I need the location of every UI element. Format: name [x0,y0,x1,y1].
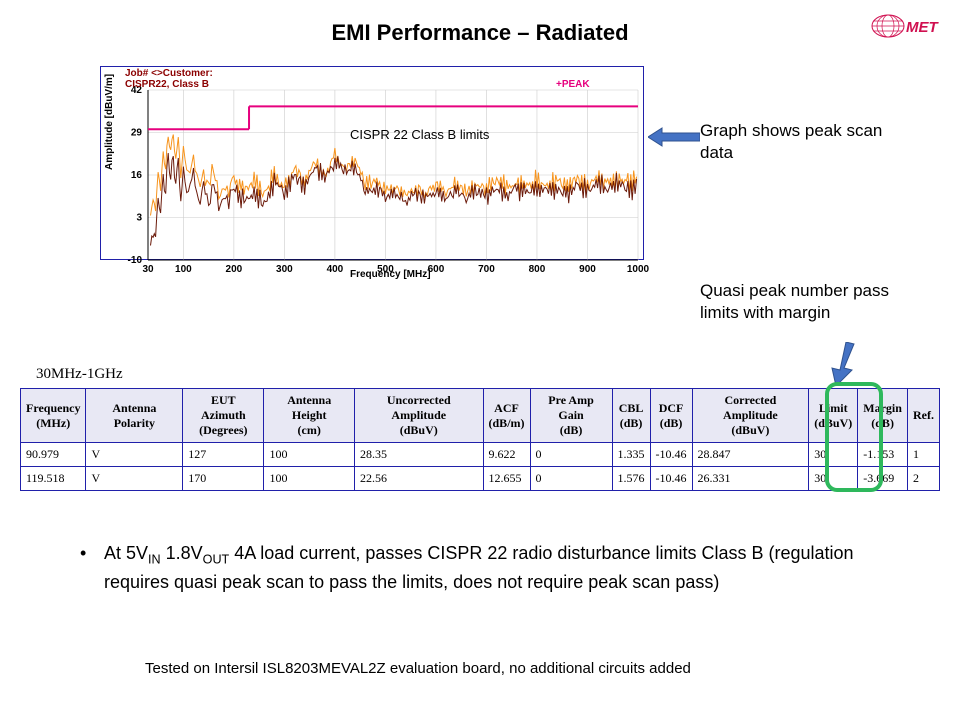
svg-text:400: 400 [327,264,344,275]
table-header-cell: Margin (dB) [858,389,908,443]
svg-text:29: 29 [131,128,143,139]
chart-svg: -103162942301002003004005006007008009001… [50,60,650,290]
svg-text:300: 300 [276,264,293,275]
table-cell: 1.576 [612,467,650,491]
annotation-quasi: Quasi peak number pass limits with margi… [700,280,920,324]
table-header-cell: Antenna Polarity [86,389,183,443]
limit-line-label: CISPR 22 Class B limits [350,127,489,142]
svg-text:1000: 1000 [627,264,650,275]
table-header-cell: EUT Azimuth (Degrees) [183,389,264,443]
table-cell: 12.655 [483,467,530,491]
table-cell: 9.622 [483,443,530,467]
page-title: EMI Performance – Radiated [0,0,960,56]
trace-darkred [151,153,637,246]
results-table: Frequency (MHz)Antenna PolarityEUT Azimu… [20,388,940,491]
table-cell: 0 [530,443,612,467]
table-cell: 170 [183,467,264,491]
table-cell: 28.35 [354,443,483,467]
table-cell: -1.153 [858,443,908,467]
svg-text:900: 900 [579,264,596,275]
table-header-cell: Frequency (MHz) [21,389,86,443]
svg-text:16: 16 [131,170,143,181]
table-header-cell: DCF (dB) [650,389,692,443]
table-cell: V [86,443,183,467]
table-cell: 119.518 [21,467,86,491]
svg-text:600: 600 [428,264,445,275]
arrow-to-margin [820,342,860,386]
table-cell: 90.979 [21,443,86,467]
svg-text:3: 3 [136,213,142,224]
table-body: 90.979V12710028.359.62201.335-10.4628.84… [21,443,940,491]
table-cell: 30 [809,467,858,491]
table-cell: -3.669 [858,467,908,491]
table-cell: V [86,467,183,491]
table-cell: 100 [264,443,355,467]
met-logo: MET [870,12,940,36]
table-cell: 1.335 [612,443,650,467]
emi-chart: Amplitude [dBuV/m] Frequency [MHz] -1031… [50,60,650,290]
table-cell: 30 [809,443,858,467]
table-cell: -10.46 [650,443,692,467]
table-cell: -10.46 [650,467,692,491]
table-header-cell: Uncorrected Amplitude (dBuV) [354,389,483,443]
svg-text:MET: MET [906,19,940,36]
bullet-note: At 5VIN 1.8VOUT 4A load current, passes … [104,540,874,595]
svg-text:30: 30 [142,264,154,275]
peak-label: +PEAK [556,79,590,90]
table-cell: 1 [907,443,939,467]
table-cell: 28.847 [692,443,809,467]
table-row: 119.518V17010022.5612.65501.576-10.4626.… [21,467,940,491]
table-cell: 22.56 [354,467,483,491]
table-cell: 127 [183,443,264,467]
arrow-to-graph [648,124,700,150]
table-cell: 2 [907,467,939,491]
table-header-cell: ACF (dB/m) [483,389,530,443]
svg-text:200: 200 [226,264,243,275]
table-header-cell: Antenna Height (cm) [264,389,355,443]
annotation-graph: Graph shows peak scan data [700,120,900,164]
svg-text:700: 700 [478,264,495,275]
table-cell: 26.331 [692,467,809,491]
table-title: 30MHz-1GHz [36,366,123,383]
svg-text:-10: -10 [128,255,143,266]
table-header-cell: Pre Amp Gain (dB) [530,389,612,443]
svg-text:800: 800 [529,264,546,275]
svg-text:100: 100 [175,264,192,275]
svg-text:500: 500 [377,264,394,275]
table-header-cell: CBL (dB) [612,389,650,443]
table-row: 90.979V12710028.359.62201.335-10.4628.84… [21,443,940,467]
table-cell: 0 [530,467,612,491]
table-cell: 100 [264,467,355,491]
footer-note: Tested on Intersil ISL8203MEVAL2Z evalua… [145,660,691,677]
job-customer-label: Job# <>Customer: CISPR22, Class B [125,68,213,90]
table-header-cell: Ref. [907,389,939,443]
table-header-cell: Corrected Amplitude (dBuV) [692,389,809,443]
table-header-cell: Limit (dBuV) [809,389,858,443]
table-header-row: Frequency (MHz)Antenna PolarityEUT Azimu… [21,389,940,443]
